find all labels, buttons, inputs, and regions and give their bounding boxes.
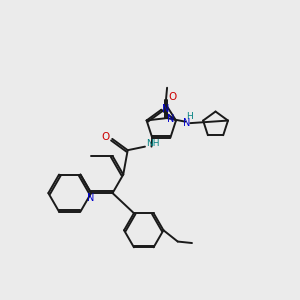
Text: N: N bbox=[183, 118, 190, 128]
Text: O: O bbox=[169, 92, 177, 102]
Text: N: N bbox=[162, 103, 169, 114]
Text: NH: NH bbox=[146, 139, 160, 148]
Text: H: H bbox=[186, 112, 193, 122]
Text: N: N bbox=[88, 193, 95, 203]
Text: N: N bbox=[167, 114, 175, 124]
Text: O: O bbox=[102, 132, 110, 142]
